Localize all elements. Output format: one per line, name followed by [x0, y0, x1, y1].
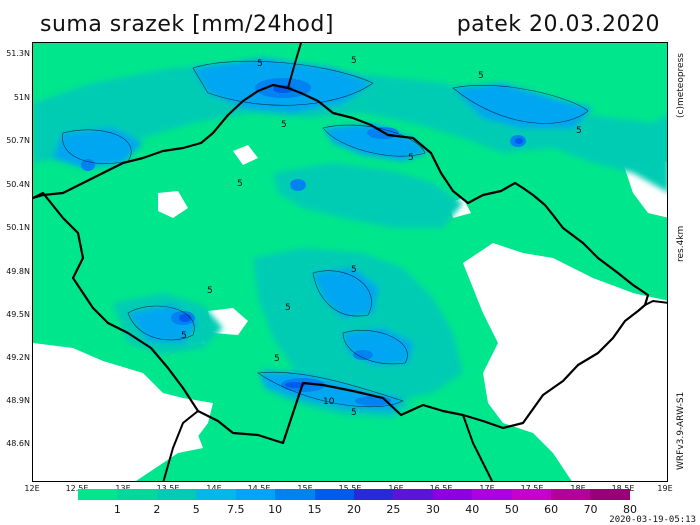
contour-label: 5: [274, 354, 280, 364]
forecast-date: patek 20.03.2020: [456, 12, 660, 37]
lon-label: 14.5E: [248, 484, 271, 493]
contour-label: 5: [181, 331, 187, 341]
colorbar-label: 25: [386, 503, 401, 516]
border-de-at: [162, 410, 199, 481]
contour-label: 5: [351, 56, 357, 66]
colorbar-swatch: [314, 489, 354, 500]
contours: [62, 60, 589, 408]
no-precip-areas: [33, 145, 667, 481]
lon-label: 12E: [24, 484, 40, 493]
colorbar-label: 5: [192, 503, 200, 516]
colorbar-label: 30: [425, 503, 440, 516]
colorbar-label: 20: [347, 503, 361, 516]
contour-label: 5: [576, 126, 582, 136]
colorbar-swatch: [353, 489, 394, 500]
colorbar-swatch: [235, 489, 276, 500]
lon-label: 13E: [115, 484, 130, 493]
lat-label: 49.2N: [6, 353, 30, 362]
colorbar-swatch: [196, 489, 236, 500]
colorbar-swatch: [432, 489, 473, 500]
lon-label: 15E: [297, 484, 312, 493]
colorbar-label: 15: [307, 503, 322, 516]
colorbar-label: 10: [268, 503, 283, 516]
resolution-label: res.4km: [676, 225, 686, 262]
lon-label: 13.5E: [157, 484, 180, 493]
lon-label: 16.5E: [430, 484, 453, 493]
lat-label: 50.4N: [6, 180, 30, 189]
colorbar-legend: [78, 489, 630, 500]
contour-label: 5: [285, 303, 291, 313]
lon-label: 17E: [479, 484, 494, 493]
lat-label: 50.1N: [6, 223, 30, 232]
border-de-pl: [287, 43, 302, 89]
map-title: suma srazek [mm/24hod]: [40, 12, 334, 37]
colorbar-swatch: [511, 489, 552, 500]
colorbar-label: 50: [504, 503, 519, 516]
border-pl-sk: [644, 299, 667, 306]
run-timestamp: 2020-03-19-05:13: [609, 515, 696, 525]
map-canvas: [33, 43, 667, 481]
contour-label: 5: [478, 71, 484, 81]
colorbar-swatch: [393, 489, 433, 500]
colorbar-label: 7.5: [226, 503, 245, 516]
lon-label: 18E: [570, 484, 585, 493]
contour-label: 5: [257, 59, 263, 69]
contour-label: 5: [281, 120, 287, 130]
colorbar-label: 60: [544, 503, 559, 516]
lon-label: 15.5E: [339, 484, 362, 493]
lat-label: 51N: [13, 93, 30, 102]
colorbar-swatch: [78, 489, 118, 500]
precipitation-map: 5 5 5 5 5 5 5 5 5 5 10 5 5 5: [32, 42, 668, 482]
colorbar-label: 80: [623, 503, 637, 516]
lat-label: 48.6N: [6, 439, 30, 448]
lat-label: 49.8N: [6, 267, 30, 276]
contour-label: 5: [351, 408, 357, 418]
colorbar-swatch: [117, 489, 157, 500]
colorbar-swatch: [156, 489, 197, 500]
country-border: [33, 83, 650, 445]
lon-label: 16E: [388, 484, 403, 493]
lat-label: 50.7N: [6, 136, 30, 145]
lat-label: 49.5N: [6, 310, 30, 319]
lon-label: 19E: [657, 484, 673, 493]
lat-label: 51.3N: [6, 49, 30, 58]
lon-label: 12.5E: [65, 484, 89, 493]
colorbar-swatch: [590, 489, 630, 500]
contour-label: 5: [351, 265, 357, 275]
colorbar-label: 1: [113, 503, 121, 516]
contour-label: 5: [237, 179, 243, 189]
lon-label: 17.5E: [521, 484, 544, 493]
lon-label: 14E: [206, 484, 221, 493]
contour-label: 10: [323, 397, 335, 407]
colorbar-label: 40: [465, 503, 480, 516]
colorbar-swatch: [551, 489, 591, 500]
lon-label: 18.5E: [612, 484, 635, 493]
colorbar-swatch: [472, 489, 512, 500]
lat-label: 48.9N: [6, 396, 30, 405]
copyright-label: (c)meteopress: [676, 53, 686, 118]
contour-label: 5: [207, 286, 213, 296]
colorbar-swatch: [275, 489, 315, 500]
colorbar-label: 2: [153, 503, 161, 516]
model-label: WRFv3.9-ARW-S1: [676, 391, 686, 470]
colorbar-label: 70: [583, 503, 598, 516]
contour-label: 5: [408, 153, 414, 163]
border-at-sk: [462, 414, 494, 481]
